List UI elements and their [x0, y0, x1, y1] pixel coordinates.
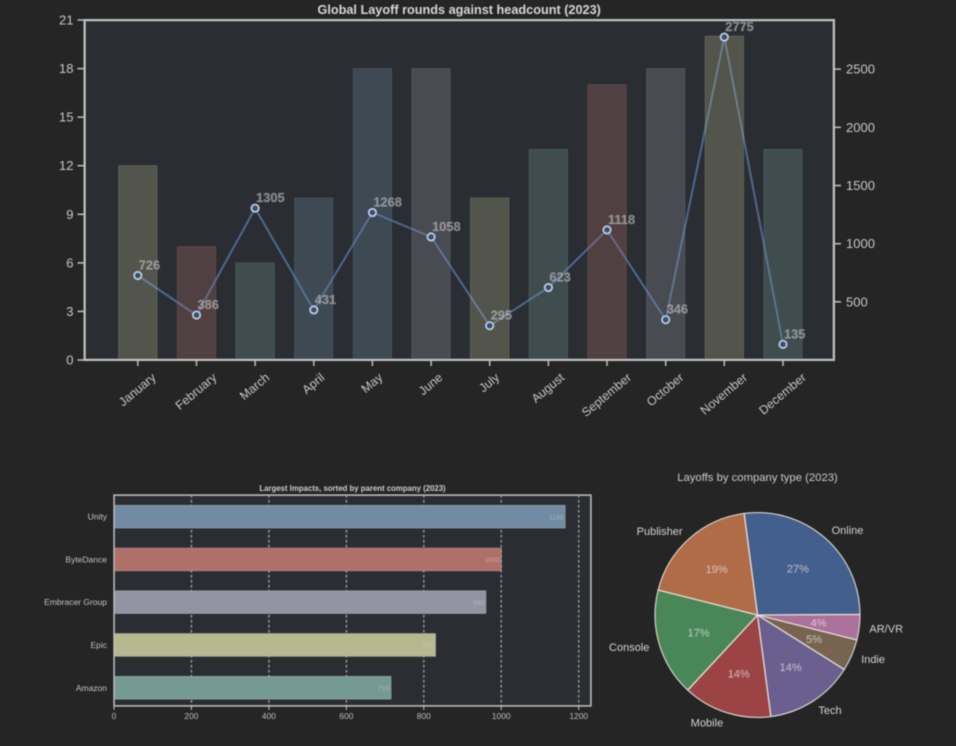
- svg-text:1305: 1305: [256, 190, 284, 205]
- svg-text:715: 715: [378, 685, 390, 692]
- svg-text:21: 21: [59, 13, 73, 28]
- svg-text:386: 386: [198, 297, 219, 312]
- svg-text:1500: 1500: [846, 178, 875, 193]
- svg-text:1118: 1118: [608, 212, 635, 227]
- svg-text:Online: Online: [832, 525, 864, 537]
- svg-text:Largest Impacts, sorted by par: Largest Impacts, sorted by parent compan…: [259, 484, 446, 493]
- svg-text:135: 135: [784, 326, 805, 341]
- svg-text:1058: 1058: [432, 219, 460, 234]
- svg-text:27%: 27%: [787, 564, 809, 576]
- svg-text:12: 12: [59, 158, 73, 173]
- svg-text:Embracer Group: Embracer Group: [44, 597, 107, 607]
- svg-text:19%: 19%: [706, 564, 728, 576]
- svg-text:Layoffs by company type (2023): Layoffs by company type (2023): [677, 472, 838, 484]
- svg-text:830: 830: [423, 643, 435, 650]
- svg-text:2775: 2775: [725, 19, 753, 34]
- svg-text:17%: 17%: [687, 628, 709, 640]
- svg-text:600: 600: [339, 711, 353, 721]
- svg-text:2000: 2000: [846, 120, 875, 135]
- svg-text:1000: 1000: [485, 557, 500, 564]
- svg-text:0: 0: [66, 353, 73, 368]
- svg-text:Global Layoff rounds against h: Global Layoff rounds against headcount (…: [317, 3, 600, 17]
- svg-text:5%: 5%: [806, 634, 822, 646]
- svg-text:6: 6: [66, 255, 73, 270]
- svg-text:500: 500: [846, 294, 868, 309]
- svg-text:346: 346: [667, 302, 688, 317]
- svg-text:Console: Console: [609, 642, 649, 654]
- svg-text:Unity: Unity: [88, 512, 108, 522]
- svg-text:ByteDance: ByteDance: [65, 555, 107, 565]
- svg-text:Amazon: Amazon: [76, 683, 107, 693]
- svg-text:960: 960: [473, 600, 485, 607]
- svg-text:295: 295: [491, 308, 512, 323]
- svg-text:18: 18: [59, 61, 73, 76]
- svg-text:14%: 14%: [728, 669, 750, 681]
- svg-text:1000: 1000: [846, 236, 875, 251]
- svg-text:400: 400: [262, 711, 276, 721]
- svg-text:800: 800: [417, 711, 431, 721]
- svg-text:Tech: Tech: [818, 705, 841, 717]
- svg-text:4%: 4%: [811, 617, 827, 629]
- svg-text:0: 0: [112, 711, 117, 721]
- svg-text:3: 3: [66, 304, 73, 319]
- svg-text:9: 9: [66, 207, 73, 222]
- svg-text:1200: 1200: [569, 711, 588, 721]
- svg-text:15: 15: [59, 110, 73, 125]
- svg-text:431: 431: [315, 292, 336, 307]
- svg-text:AR/VR: AR/VR: [869, 624, 903, 636]
- svg-text:Publisher: Publisher: [637, 526, 683, 538]
- svg-text:14%: 14%: [780, 662, 802, 674]
- svg-text:1000: 1000: [492, 711, 511, 721]
- svg-text:200: 200: [184, 711, 198, 721]
- svg-text:Mobile: Mobile: [691, 717, 723, 729]
- svg-text:623: 623: [549, 270, 570, 285]
- svg-text:1268: 1268: [373, 195, 401, 210]
- svg-text:2500: 2500: [846, 62, 875, 77]
- svg-text:Epic: Epic: [90, 640, 107, 650]
- svg-text:1165: 1165: [549, 514, 564, 521]
- svg-text:Indie: Indie: [861, 654, 885, 666]
- svg-text:726: 726: [139, 258, 160, 273]
